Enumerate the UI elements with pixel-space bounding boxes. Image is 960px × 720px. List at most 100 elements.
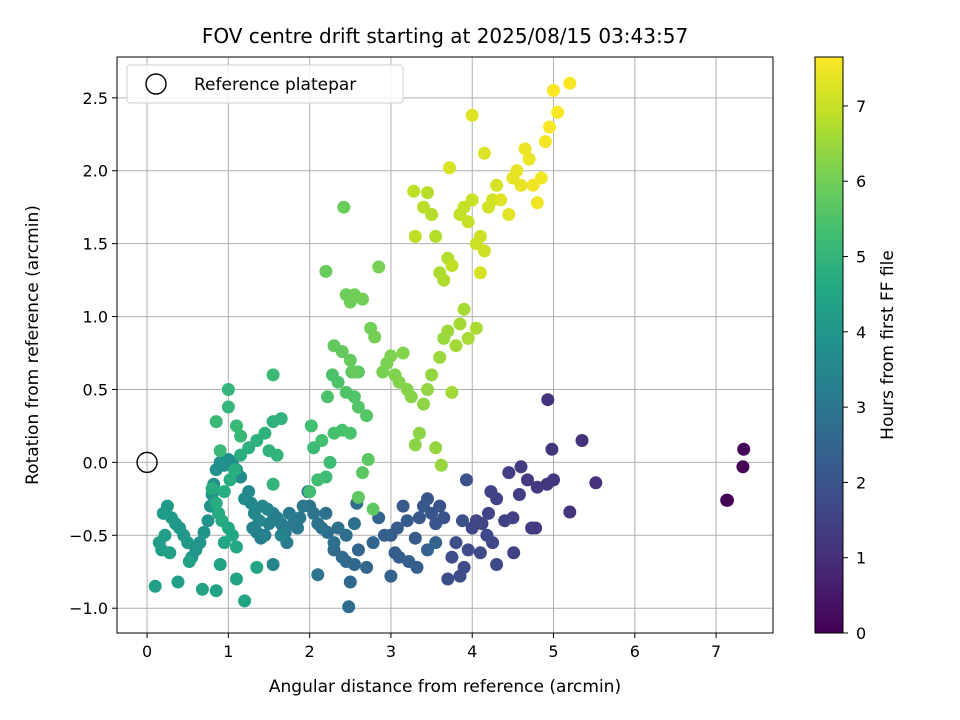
data-point-2 xyxy=(736,460,750,474)
data-point-222 xyxy=(441,324,455,338)
data-point-236 xyxy=(407,184,421,198)
data-point-82 xyxy=(296,499,310,513)
data-point-232 xyxy=(429,229,443,243)
data-point-38 xyxy=(460,473,473,487)
data-point-193 xyxy=(335,345,349,359)
data-point-190 xyxy=(366,502,380,516)
data-point-220 xyxy=(433,350,447,364)
data-point-257 xyxy=(514,178,528,192)
data-point-185 xyxy=(360,409,374,423)
y-tick-label-7: 2.5 xyxy=(83,89,108,108)
data-point-224 xyxy=(449,339,463,353)
data-point-165 xyxy=(234,429,248,443)
data-point-216 xyxy=(421,383,434,396)
data-point-178 xyxy=(343,426,357,440)
plot-frame xyxy=(116,56,774,634)
data-point-133 xyxy=(148,579,162,593)
data-point-141 xyxy=(250,560,264,574)
legend-box xyxy=(126,64,404,104)
data-point-267 xyxy=(563,76,577,90)
data-point-266 xyxy=(551,105,565,119)
data-point-34 xyxy=(441,572,455,586)
data-point-37 xyxy=(456,514,469,528)
data-point-61 xyxy=(360,560,374,574)
data-point-194 xyxy=(343,353,357,367)
data-point-113 xyxy=(209,463,223,477)
data-point-210 xyxy=(396,346,410,360)
grid xyxy=(117,57,773,633)
data-point-31 xyxy=(461,543,475,557)
data-point-171 xyxy=(323,455,337,469)
data-point-226 xyxy=(457,302,471,316)
data-point-4 xyxy=(575,434,589,447)
data-point-28 xyxy=(486,536,500,550)
data-point-20 xyxy=(498,514,512,528)
data-point-151 xyxy=(223,473,237,487)
data-point-174 xyxy=(304,419,318,433)
data-point-227 xyxy=(461,331,475,345)
data-point-241 xyxy=(461,215,475,229)
data-point-258 xyxy=(518,142,532,156)
colorbar-tick-label-4: 4 xyxy=(856,323,866,342)
data-point-162 xyxy=(221,383,235,396)
data-point-58 xyxy=(377,528,391,542)
colorbar-tick-label-7: 7 xyxy=(856,97,866,116)
data-point-254 xyxy=(502,208,516,221)
data-point-164 xyxy=(230,419,243,433)
data-point-195 xyxy=(347,365,361,379)
data-point-128 xyxy=(156,506,170,520)
data-point-11 xyxy=(530,480,544,494)
data-point-184 xyxy=(351,400,365,414)
data-point-140 xyxy=(238,594,252,608)
data-point-225 xyxy=(453,317,467,331)
y-tick-label-4: 1.0 xyxy=(83,308,108,327)
data-point-265 xyxy=(547,84,560,97)
data-point-156 xyxy=(258,426,272,440)
data-point-244 xyxy=(473,229,487,243)
data-point-15 xyxy=(514,460,528,474)
data-point-252 xyxy=(465,108,479,122)
data-point-261 xyxy=(530,196,544,210)
data-point-52 xyxy=(392,550,406,564)
data-point-139 xyxy=(230,572,243,586)
y-axis-label: Rotation from reference (arcmin) xyxy=(23,205,43,485)
data-points xyxy=(148,76,751,614)
x-tick-label-1: 1 xyxy=(223,642,233,661)
y-tick-label-0: −1.0 xyxy=(69,599,108,618)
data-point-135 xyxy=(182,555,196,568)
y-tick-label-2: 0.0 xyxy=(83,453,108,472)
data-point-250 xyxy=(443,161,456,175)
data-point-29 xyxy=(490,558,504,571)
data-point-172 xyxy=(311,473,325,487)
x-tick-label-4: 4 xyxy=(467,642,477,661)
data-point-249 xyxy=(473,266,487,280)
data-point-245 xyxy=(477,244,491,258)
data-point-10 xyxy=(547,473,560,487)
reference-marker xyxy=(136,451,158,474)
colorbar-label: Hours from first FF file xyxy=(878,250,898,440)
data-point-26 xyxy=(465,521,479,535)
data-point-179 xyxy=(321,390,334,404)
colorbar-tick-label-6: 6 xyxy=(856,172,866,191)
data-point-36 xyxy=(449,536,463,550)
colorbar-tick-label-3: 3 xyxy=(856,398,866,417)
data-point-238 xyxy=(445,259,459,272)
data-point-167 xyxy=(213,444,227,458)
data-point-201 xyxy=(356,292,369,306)
data-point-196 xyxy=(319,264,333,278)
data-point-214 xyxy=(412,426,426,440)
y-tick-label-6: 2.0 xyxy=(83,162,108,181)
data-point-6 xyxy=(563,505,577,519)
data-point-118 xyxy=(197,525,211,539)
data-point-14 xyxy=(529,521,543,535)
data-point-149 xyxy=(205,482,219,496)
data-point-188 xyxy=(356,466,369,480)
data-point-7 xyxy=(541,393,555,407)
data-point-259 xyxy=(522,152,536,166)
data-point-218 xyxy=(429,441,443,455)
data-point-136 xyxy=(195,582,209,596)
data-point-168 xyxy=(266,368,280,382)
data-point-242 xyxy=(465,193,479,207)
legend: Reference platepar xyxy=(126,64,404,104)
